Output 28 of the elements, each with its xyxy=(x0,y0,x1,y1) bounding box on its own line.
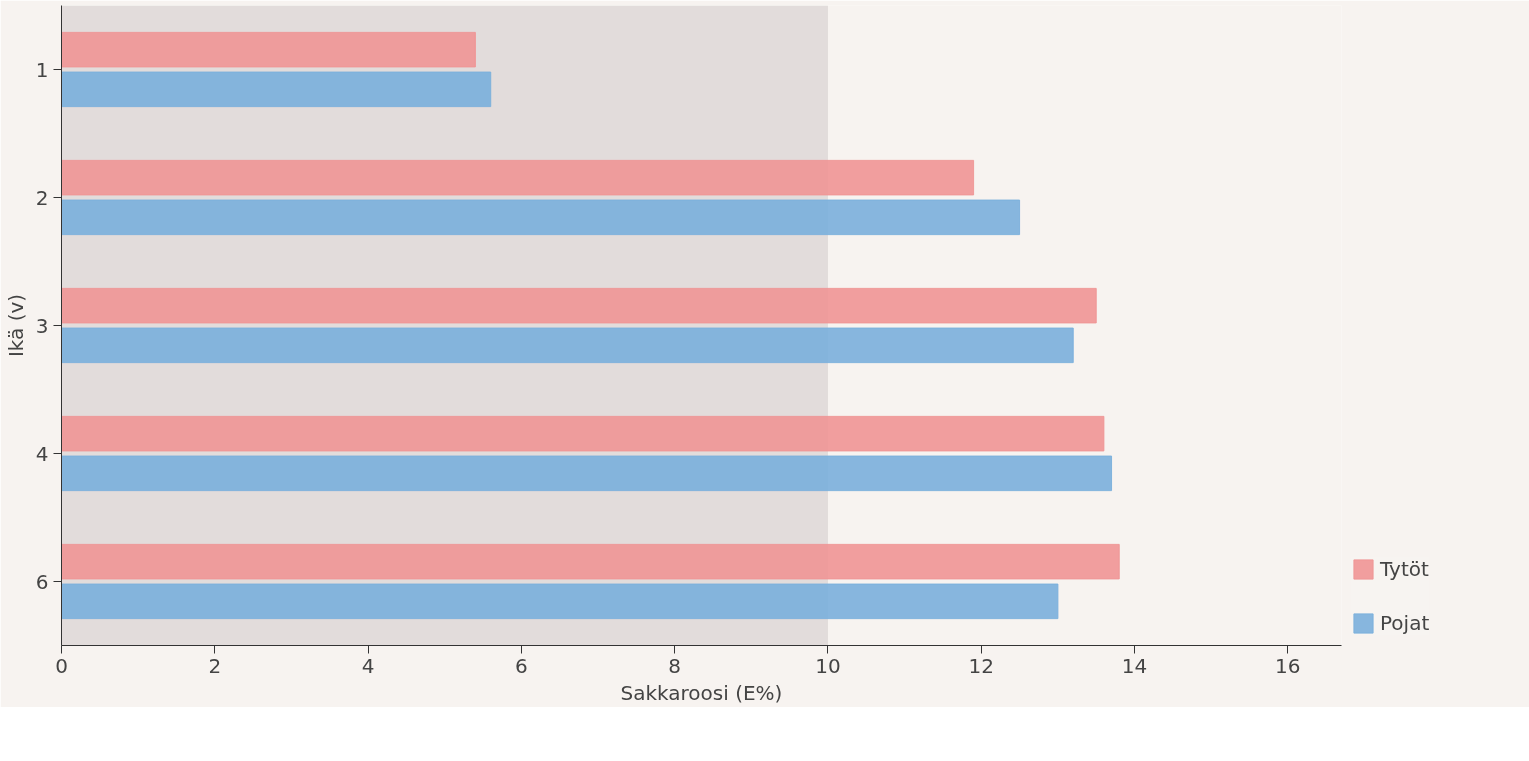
bar xyxy=(61,199,1021,236)
x-tick-label: 6 xyxy=(515,653,528,678)
bar xyxy=(61,71,492,108)
x-tick-label: 8 xyxy=(668,653,682,678)
x-tick-label: 12 xyxy=(968,653,994,678)
bar xyxy=(61,327,1074,364)
bar xyxy=(61,455,1113,492)
x-axis-title: Sakkaroosi (E%) xyxy=(620,680,783,705)
x-tick-label: 2 xyxy=(208,653,222,678)
bar xyxy=(61,415,1105,452)
y-axis-title: Ikä (v) xyxy=(3,293,28,358)
bar xyxy=(61,31,476,68)
bar xyxy=(61,543,1120,580)
x-tick-label: 16 xyxy=(1275,653,1301,678)
bar xyxy=(61,583,1059,620)
x-tick-label: 4 xyxy=(361,653,375,678)
y-tick-label: 4 xyxy=(35,441,49,466)
legend-label: Pojat xyxy=(1380,611,1430,635)
x-tick-label: 10 xyxy=(815,653,841,678)
x-tick-label: 14 xyxy=(1121,653,1148,678)
x-tick-label: 0 xyxy=(55,653,68,678)
y-tick-label: 6 xyxy=(35,569,49,594)
y-tick-label: 1 xyxy=(35,57,49,82)
bar xyxy=(61,287,1097,324)
y-tick-label: 3 xyxy=(35,313,49,338)
bar xyxy=(61,159,975,196)
legend-label: Tytöt xyxy=(1380,557,1429,581)
y-tick-label: 2 xyxy=(35,185,49,210)
